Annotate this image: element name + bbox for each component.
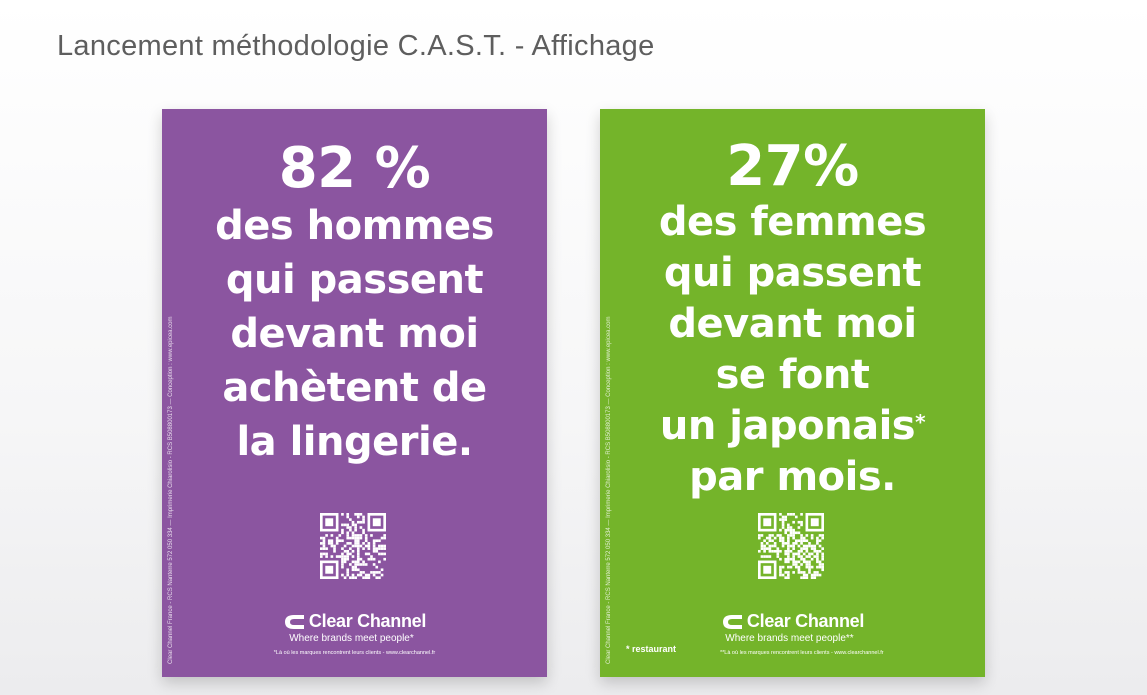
headline-line: devant moi: [230, 311, 479, 357]
clear-channel-logo: Clear Channel Where brands meet people*: [162, 611, 547, 644]
stat-value: 27%: [726, 134, 859, 199]
headline-line: qui passent: [225, 257, 484, 303]
footnote: *Là où les marques rencontrent leurs cli…: [273, 650, 436, 656]
headline-line: par mois.: [689, 454, 896, 500]
headline-line: achètent de: [222, 365, 487, 411]
logo-name: Clear Channel: [746, 611, 865, 631]
headline-line: qui passent: [663, 250, 922, 296]
footnote: **Là où les marques rencontrent leurs cl…: [720, 650, 884, 656]
clear-channel-logo: Clear Channel Where brands meet people**: [600, 611, 985, 644]
headline-line: des femmes: [658, 199, 927, 245]
clear-channel-mark-icon: [284, 614, 304, 629]
headline-line-text: un japonais: [659, 403, 916, 449]
logo-tagline: Where brands meet people**: [725, 632, 854, 644]
headline-line: un japonais*: [600, 401, 985, 452]
poster-japonais: Clear Channel France - RCS Nanterre 572 …: [600, 109, 985, 677]
poster-headline: 82 % des hommes qui passent devant moi a…: [162, 139, 547, 469]
page-title: Lancement méthodologie C.A.S.T. - Affich…: [57, 30, 655, 62]
restaurant-note: * restaurant: [626, 644, 677, 654]
qr-code-icon[interactable]: [758, 513, 824, 579]
stat-value: 82 %: [278, 136, 431, 201]
clear-channel-mark-icon: [722, 614, 742, 629]
headline-line: la lingerie.: [236, 419, 473, 465]
headline-line: se font: [715, 352, 870, 398]
logo-tagline: Where brands meet people*: [289, 632, 414, 644]
asterisk-mark: *: [915, 410, 926, 434]
headline-line: devant moi: [668, 301, 917, 347]
poster-headline: 27% des femmes qui passent devant moi se…: [600, 137, 985, 503]
headline-line: des hommes: [215, 203, 494, 249]
poster-lingerie: Clear Channel France - RCS Nanterre 572 …: [162, 109, 547, 677]
logo-name: Clear Channel: [308, 611, 427, 631]
qr-code-icon[interactable]: [320, 513, 386, 579]
